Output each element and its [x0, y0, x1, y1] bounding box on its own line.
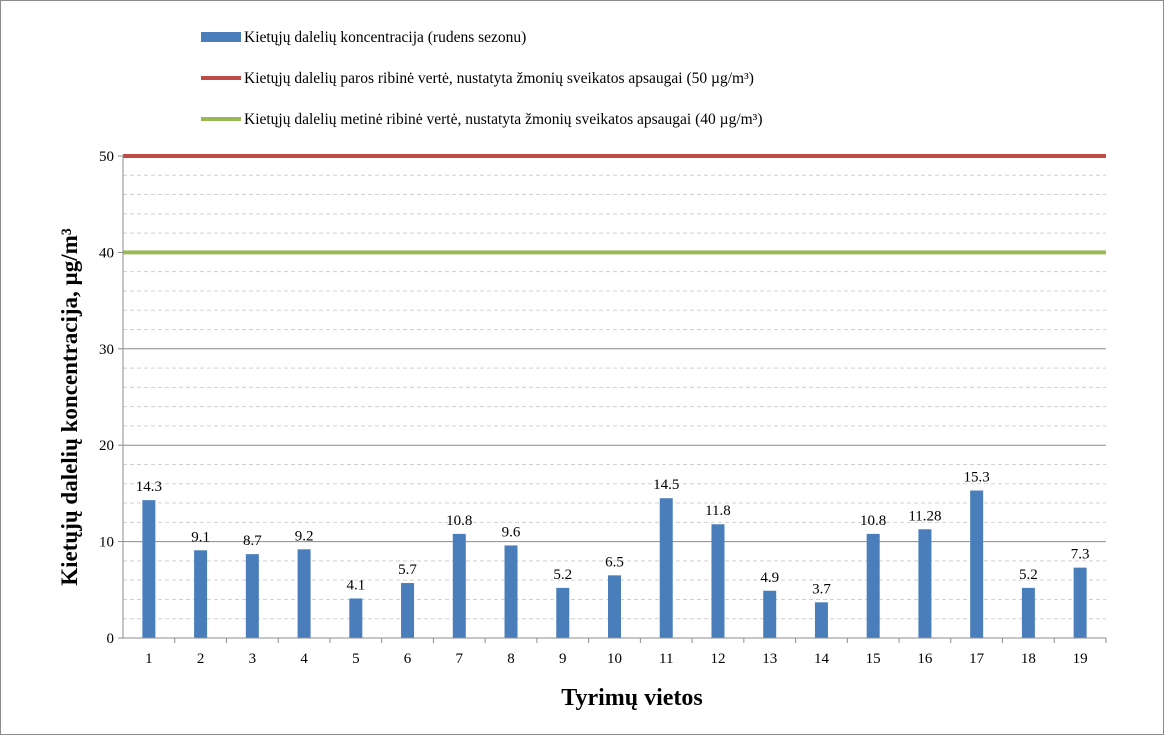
data-label: 4.1 — [346, 577, 365, 593]
y-tick-label: 40 — [99, 245, 114, 261]
y-tick-label: 10 — [99, 535, 114, 551]
bar-4 — [297, 549, 311, 638]
x-tick-label: 2 — [197, 651, 205, 667]
bar-19 — [1073, 567, 1087, 638]
x-axis-title: Tyrimų vietos — [561, 685, 703, 711]
bar-16 — [918, 529, 932, 638]
bar-9 — [556, 587, 570, 638]
data-label: 10.8 — [860, 513, 886, 529]
data-label: 3.7 — [812, 581, 831, 597]
gridlines — [123, 155, 1106, 620]
data-label: 14.3 — [136, 479, 162, 495]
data-label: 6.5 — [605, 554, 624, 570]
x-tick-label: 1 — [145, 651, 153, 667]
data-label: 11.28 — [908, 508, 941, 524]
bars: 14.3 9.1 8.7 9.2 4.1 5.7 10.8 9.6 5.2 6.5 14.5 11.8… — [136, 470, 1090, 638]
data-label: 9.2 — [295, 528, 314, 544]
x-tick-label: 18 — [1021, 651, 1036, 667]
data-label: 4.9 — [760, 570, 779, 586]
data-label: 5.2 — [1019, 567, 1038, 583]
y-tick-label: 0 — [107, 631, 115, 647]
x-tick-label: 14 — [814, 651, 830, 667]
data-label: 15.3 — [964, 470, 990, 486]
bar-3 — [245, 554, 259, 638]
bar-12 — [711, 524, 725, 638]
x-tick-label: 19 — [1073, 651, 1088, 667]
y-tick-label: 20 — [99, 438, 114, 454]
x-tick-label: 3 — [249, 651, 257, 667]
data-label: 7.3 — [1071, 547, 1090, 563]
bar-6 — [401, 583, 415, 638]
bar-11 — [659, 498, 673, 638]
data-label: 5.7 — [398, 562, 417, 578]
bar-5 — [349, 598, 363, 638]
x-tick-label: 5 — [352, 651, 360, 667]
legend: Kietųjų dalelių koncentracija (rudens se… — [201, 29, 763, 128]
x-tick-label: 6 — [404, 651, 412, 667]
x-tick-label: 7 — [456, 651, 464, 667]
x-tick-label: 12 — [710, 651, 725, 667]
data-label: 10.8 — [446, 513, 472, 529]
bar-1 — [142, 500, 156, 638]
x-tick-label: 10 — [607, 651, 622, 667]
reference-lines — [123, 154, 1106, 255]
legend-swatch-bar — [201, 32, 241, 42]
bar-18 — [1021, 587, 1035, 638]
x-tick-label: 4 — [300, 651, 308, 667]
bar-10 — [608, 575, 621, 638]
bar-17 — [970, 490, 984, 638]
data-label: 8.7 — [243, 533, 262, 549]
legend-label: Kietųjų dalelių paros ribinė vertė, nust… — [244, 70, 754, 87]
x-tick-label: 15 — [866, 651, 881, 667]
y-tick-label: 30 — [99, 342, 114, 358]
data-label: 9.6 — [502, 524, 521, 540]
bar-13 — [763, 590, 777, 638]
bar-7 — [452, 533, 466, 638]
data-label: 11.8 — [705, 503, 731, 519]
x-tick-label: 13 — [762, 651, 777, 667]
bar-15 — [866, 533, 880, 638]
x-tick-label: 9 — [559, 651, 567, 667]
bar-14 — [814, 602, 828, 638]
x-tick-label: 17 — [969, 651, 985, 667]
data-label: 5.2 — [553, 567, 572, 583]
bar-8 — [504, 545, 518, 638]
legend-label: Kietųjų dalelių metinė ribinė vertė, nus… — [244, 111, 763, 128]
legend-label: Kietųjų dalelių koncentracija (rudens se… — [244, 29, 526, 46]
data-label: 14.5 — [653, 477, 679, 493]
x-tick-label: 16 — [917, 651, 933, 667]
y-tick-label: 50 — [99, 149, 114, 165]
data-label: 9.1 — [191, 529, 210, 545]
bar-2 — [194, 550, 208, 638]
y-axis-title: Kietųjų dalelių koncentracija, µg/m³ — [57, 228, 82, 586]
x-tick-label: 11 — [659, 651, 673, 667]
x-tick-label: 8 — [507, 651, 515, 667]
